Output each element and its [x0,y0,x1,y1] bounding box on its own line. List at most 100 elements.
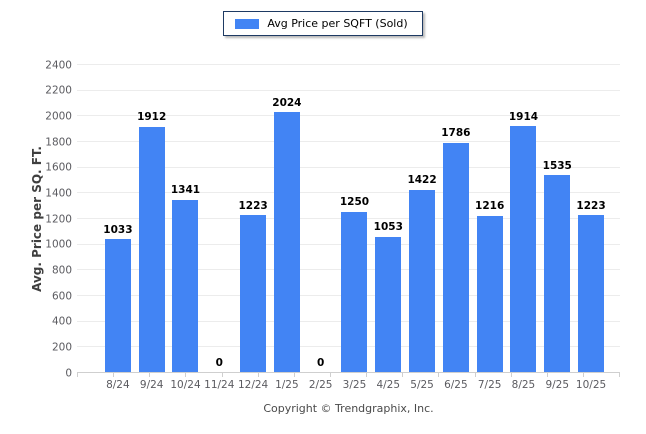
bar-slot: 1250 [338,65,372,372]
x-tick-label: 9/25 [545,379,570,391]
x-tick-label: 1/25 [275,379,299,391]
bar-slot: 1341 [169,65,203,372]
gridline [77,192,620,194]
x-tick-label: 2/25 [308,379,333,391]
legend: Avg Price per SQFT (Sold) [223,11,423,36]
bar-value-label: 1033 [103,223,133,236]
bar-slot: 1223 [236,65,270,372]
axis-tick [295,373,331,377]
axis-tick [114,373,151,377]
axis-tick [186,373,223,377]
y-axis-labels: 0 200 400 600 800 1000 1200 1400 1600 1800 2000 220… [30,60,72,378]
bar [341,211,368,372]
bar-value-label: 0 [317,356,325,369]
axis-tick [439,373,476,377]
x-axis-labels: 8/24 9/24 10/24 11/24 12/24 1/25 2/25 3/25 4/25 5… [77,379,620,391]
x-tick-label: 5/25 [410,379,434,391]
x-tick-label: 10/25 [575,379,607,391]
bar [409,189,436,372]
bar-slot: 1535 [540,65,574,372]
bar-slot: 1223 [574,65,608,372]
bar-slot: 1912 [135,65,169,372]
bar-value-label: 1535 [542,159,572,172]
legend-label: Avg Price per SQFT (Sold) [267,17,408,30]
x-axis-ticks [77,373,621,377]
axis-tick [403,373,440,377]
bar [273,112,300,372]
y-tick-label: 800 [51,264,72,277]
bar-slot: 1914 [507,65,541,372]
bar-value-label: 1422 [407,174,437,187]
axis-tick [548,373,584,377]
bar [544,175,571,372]
bar-slot: 1216 [473,65,507,372]
bar-slot: 0 [304,65,338,372]
axis-tick [584,373,621,377]
x-tick-label: 11/24 [204,379,235,391]
y-tick-label: 1400 [45,187,72,200]
axis-tick [367,373,404,377]
bar-slot: 2024 [270,65,304,372]
y-tick-label: 2400 [45,58,72,71]
bar [442,142,469,372]
x-tick-label: 4/25 [376,379,401,391]
bar [476,215,503,372]
x-tick-label: 3/25 [342,379,367,391]
bar-value-label: 1223 [238,199,268,212]
bars-container: 1033 1912 1341 0 1223 2024 0 1250 1053 1422 1786 12… [101,65,608,372]
plot-area: 1033 1912 1341 0 1223 2024 0 1250 1053 1422 1786 12… [77,64,620,373]
gridline [77,89,620,91]
bar-value-label: 1216 [475,200,505,213]
bar-value-label: 1053 [373,221,403,234]
bar [510,126,537,372]
bar-value-label: 1223 [576,199,606,212]
y-tick-label: 600 [51,289,72,302]
bar-slot: 1053 [371,65,405,372]
bar-value-label: 1786 [441,127,471,140]
plot-column: 1033 1912 1341 0 1223 2024 0 1250 1053 1422 1786 12… [77,64,621,391]
bar [578,215,605,372]
axis-tick [150,373,187,377]
axis-tick [78,373,115,377]
x-tick-label: 12/24 [237,379,269,391]
y-tick-label: 1800 [45,135,72,148]
bar [240,215,267,372]
axis-tick [476,373,512,377]
bar-value-label: 1250 [339,196,370,209]
y-tick-label: 0 [65,366,72,379]
x-tick-label: 9/24 [139,379,164,391]
axis-tick [223,373,259,377]
bar-slot: 1786 [439,65,473,372]
y-tick-label: 1000 [45,238,72,251]
bar-value-label: 1914 [508,110,539,123]
bar-value-label: 1341 [170,184,201,197]
gridline [77,115,620,117]
y-tick-label: 2200 [45,84,72,97]
y-tick-label: 1200 [45,212,72,225]
bar-value-label: 1912 [137,111,167,124]
legend-row: Avg Price per SQFT (Sold) [0,11,646,36]
bar [172,199,199,372]
gridline [77,64,620,65]
bar [375,236,402,372]
bar-slot: 0 [202,65,236,372]
x-tick-label: 10/24 [170,379,201,391]
y-tick-label: 200 [51,341,72,354]
y-tick-label: 400 [51,315,72,328]
gridline [77,166,620,168]
bar-slot: 1422 [405,65,439,372]
axis-tick [512,373,548,377]
gridline [77,141,620,142]
bar-slot: 1033 [101,65,135,372]
legend-swatch-icon [235,18,260,29]
x-tick-label: 7/25 [477,379,502,391]
bar [104,239,131,372]
bar [138,126,165,372]
bar-value-label: 0 [215,356,223,369]
x-tick-label: 8/25 [511,379,536,391]
y-tick-label: 2000 [45,110,72,123]
axis-tick [259,373,295,377]
axis-tick [331,373,368,377]
y-tick-label: 1600 [45,161,72,174]
